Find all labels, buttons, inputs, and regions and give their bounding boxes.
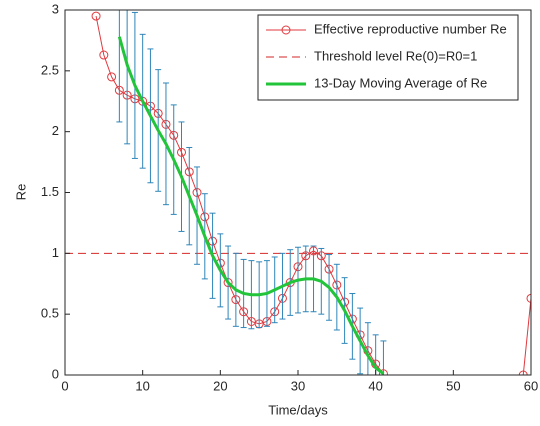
legend-label: Effective reproductive number Re [314,21,507,36]
x-axis-label: Time/days [268,402,328,417]
legend-box [257,14,519,101]
legend-label: 13-Day Moving Average of Re [314,75,487,90]
marker [518,370,528,375]
marker [107,72,117,82]
x-tick-label: 40 [368,378,382,393]
y-tick-label: 1.5 [41,184,59,199]
x-tick-label: 10 [135,378,149,393]
series-line [117,36,385,375]
marker [526,293,531,303]
legend-label: Threshold level Re(0)=R0=1 [314,48,477,63]
x-tick-label: 20 [213,378,227,393]
y-tick-label: 2.5 [41,62,59,77]
y-tick-label: 0 [52,366,59,381]
x-tick-label: 0 [61,378,68,393]
marker [99,50,109,60]
plot-area [65,10,531,375]
x-tick-label: 30 [291,378,305,393]
y-tick-label: 0.5 [41,306,59,321]
marker [91,11,101,21]
y-tick-label: 2 [52,123,59,138]
legend-marker [281,25,291,35]
y-tick-label: 1 [52,245,59,260]
x-tick-label: 60 [524,378,538,393]
y-axis-label: Re [13,184,28,201]
x-tick-label: 50 [446,378,460,393]
y-tick-label: 3 [52,1,59,16]
